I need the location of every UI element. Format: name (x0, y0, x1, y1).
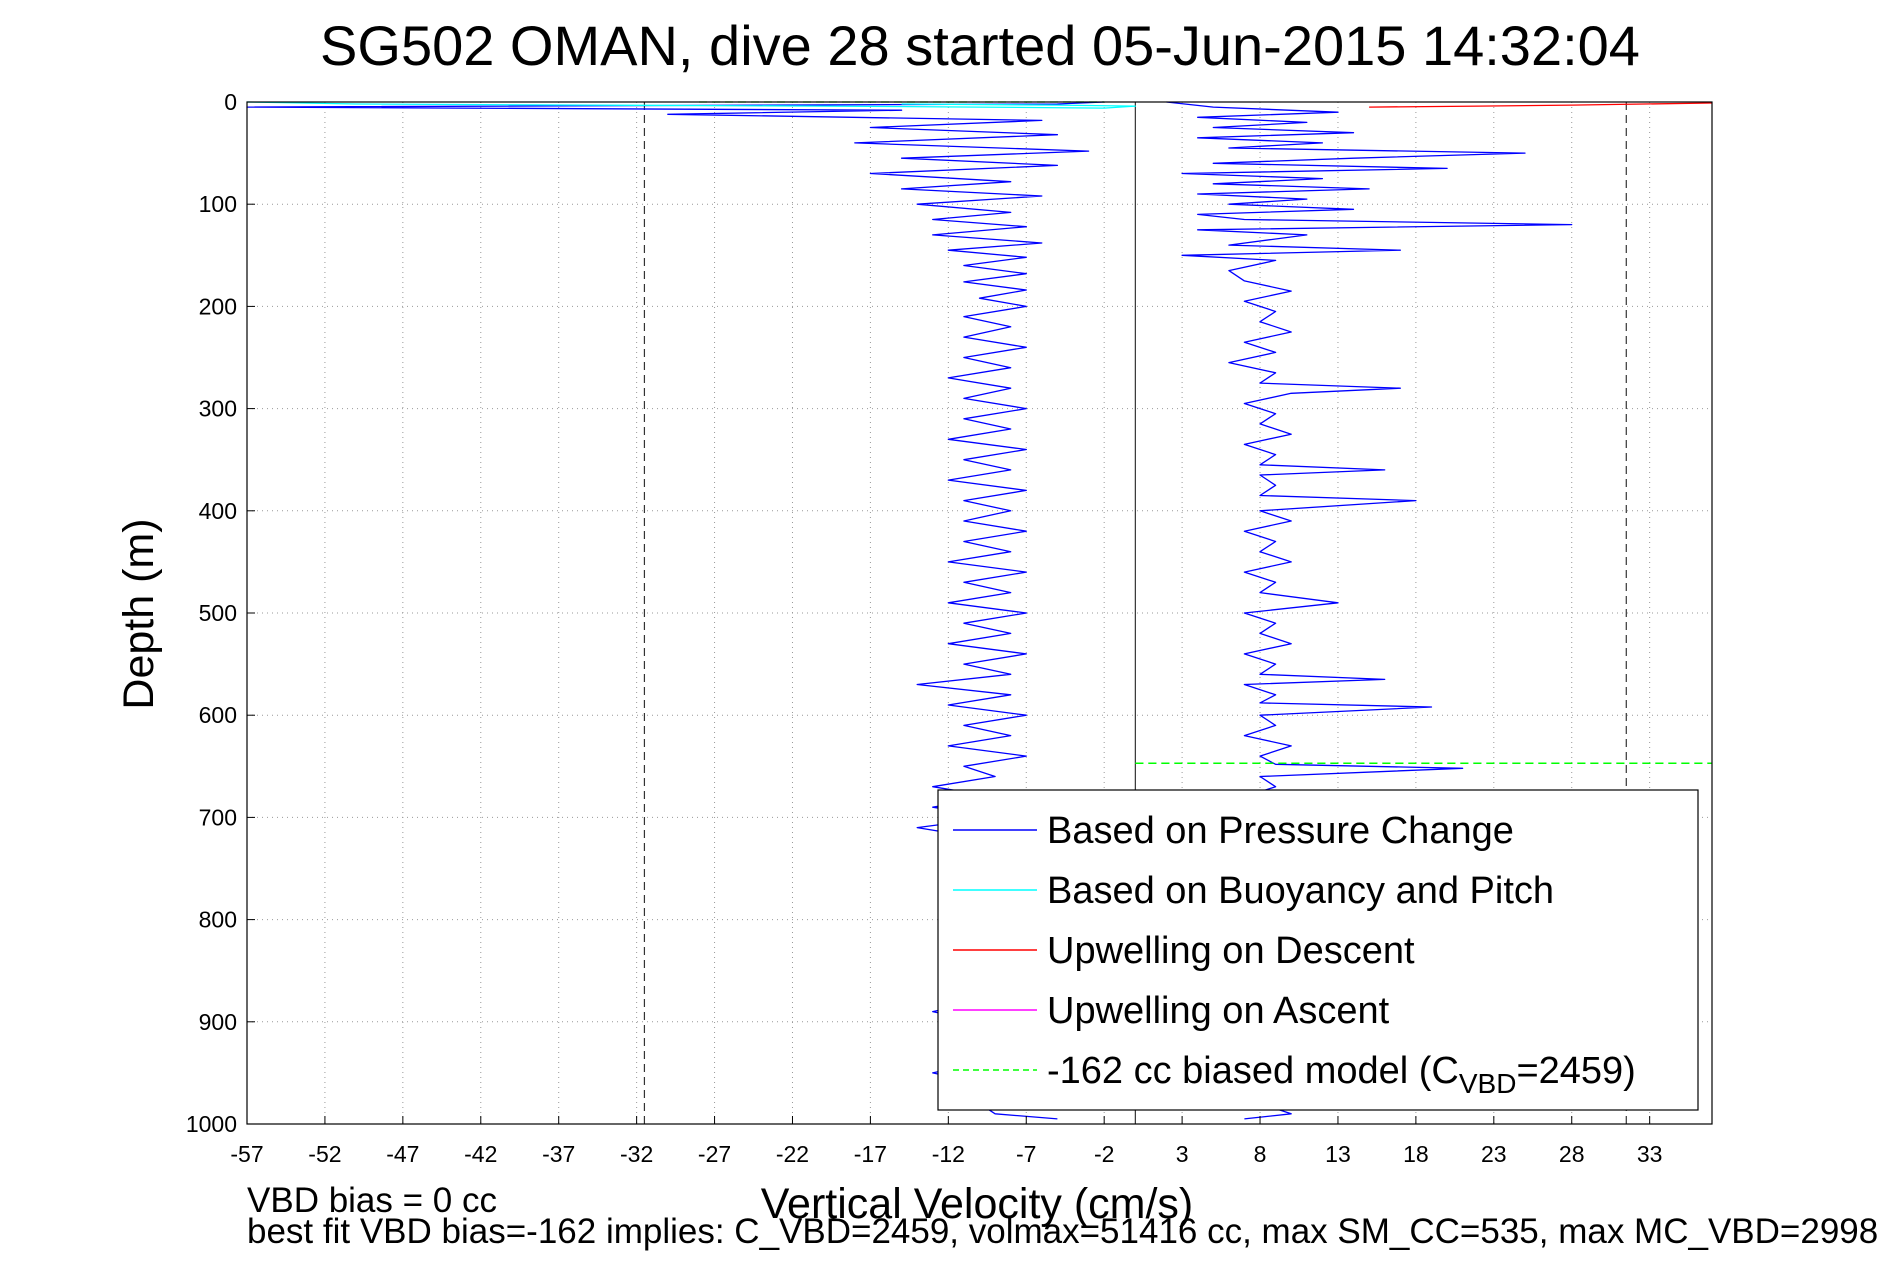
x-tick-label: 28 (1559, 1141, 1585, 1167)
y-tick-label: 300 (199, 396, 237, 422)
y-tick-label: 900 (199, 1009, 237, 1035)
x-tick-label: -52 (308, 1141, 341, 1167)
y-tick-label: 200 (199, 293, 237, 319)
series-line (1369, 102, 1713, 108)
y-tick-label: 800 (199, 907, 237, 933)
x-tick-label: -17 (854, 1141, 887, 1167)
x-tick-label: 33 (1637, 1141, 1663, 1167)
legend-box (937, 789, 1699, 1111)
legend-label-suffix: =2459) (1516, 1050, 1635, 1092)
y-tick-label: 500 (199, 600, 237, 626)
x-tick-label: 13 (1325, 1141, 1351, 1167)
x-tick-label: -7 (1016, 1141, 1036, 1167)
vbd-bias-note: VBD bias = 0 cc (247, 1181, 497, 1220)
y-tick-label: 700 (199, 804, 237, 830)
x-axis-label: Vertical Velocity (cm/s) (761, 1180, 1194, 1228)
x-tick-label: 23 (1481, 1141, 1507, 1167)
x-tick-label: -37 (542, 1141, 575, 1167)
y-axis-label: Depth (m) (115, 518, 163, 709)
legend-label-text: Based on Buoyancy and Pitch (1047, 870, 1554, 912)
series-line (246, 101, 1137, 109)
y-tick-label: 100 (199, 191, 237, 217)
legend-label-text: -162 cc biased model (C (1047, 1050, 1459, 1092)
ticks: -57 -52 -47 -42 -37 -32 -27 -22 -17 -12 -7 -2 3 8 13 18… (186, 89, 1663, 1167)
x-tick-label: -42 (464, 1141, 497, 1167)
y-tick-label: 0 (224, 89, 237, 115)
x-tick-label: -12 (932, 1141, 965, 1167)
x-tick-label: -22 (776, 1141, 809, 1167)
legend-label: -162 cc biased model (CVBD=2459) (1047, 1050, 1636, 1099)
chart-title: SG502 OMAN, dive 28 started 05-Jun-2015 … (320, 14, 1640, 77)
legend-label: Based on Pressure Change (1047, 810, 1514, 852)
legend-label: Upwelling on Descent (1047, 930, 1415, 972)
legend-label: Based on Buoyancy and Pitch (1047, 870, 1554, 912)
legend-label-text: Upwelling on Ascent (1047, 990, 1390, 1032)
y-tick-label: 1000 (186, 1111, 237, 1137)
x-tick-label: -27 (698, 1141, 731, 1167)
x-tick-label: -32 (620, 1141, 653, 1167)
best-fit-note: best fit VBD bias=-162 implies: C_VBD=24… (247, 1212, 1878, 1251)
x-tick-label: 3 (1176, 1141, 1189, 1167)
y-tick-label: 600 (199, 702, 237, 728)
y-tick-label: 400 (199, 498, 237, 524)
legend-label-subscript: VBD (1459, 1068, 1517, 1099)
legend-label-text: Based on Pressure Change (1047, 810, 1514, 852)
x-tick-label: 8 (1254, 1141, 1267, 1167)
legend-label-text: Upwelling on Descent (1047, 930, 1415, 972)
legend-label: Upwelling on Ascent (1047, 990, 1390, 1032)
x-tick-label: -57 (230, 1141, 263, 1167)
x-tick-label: 18 (1403, 1141, 1429, 1167)
x-tick-label: -47 (386, 1141, 419, 1167)
legend: Based on Pressure Change Based on Buoyanc… (937, 789, 1699, 1111)
x-tick-label: -2 (1094, 1141, 1114, 1167)
